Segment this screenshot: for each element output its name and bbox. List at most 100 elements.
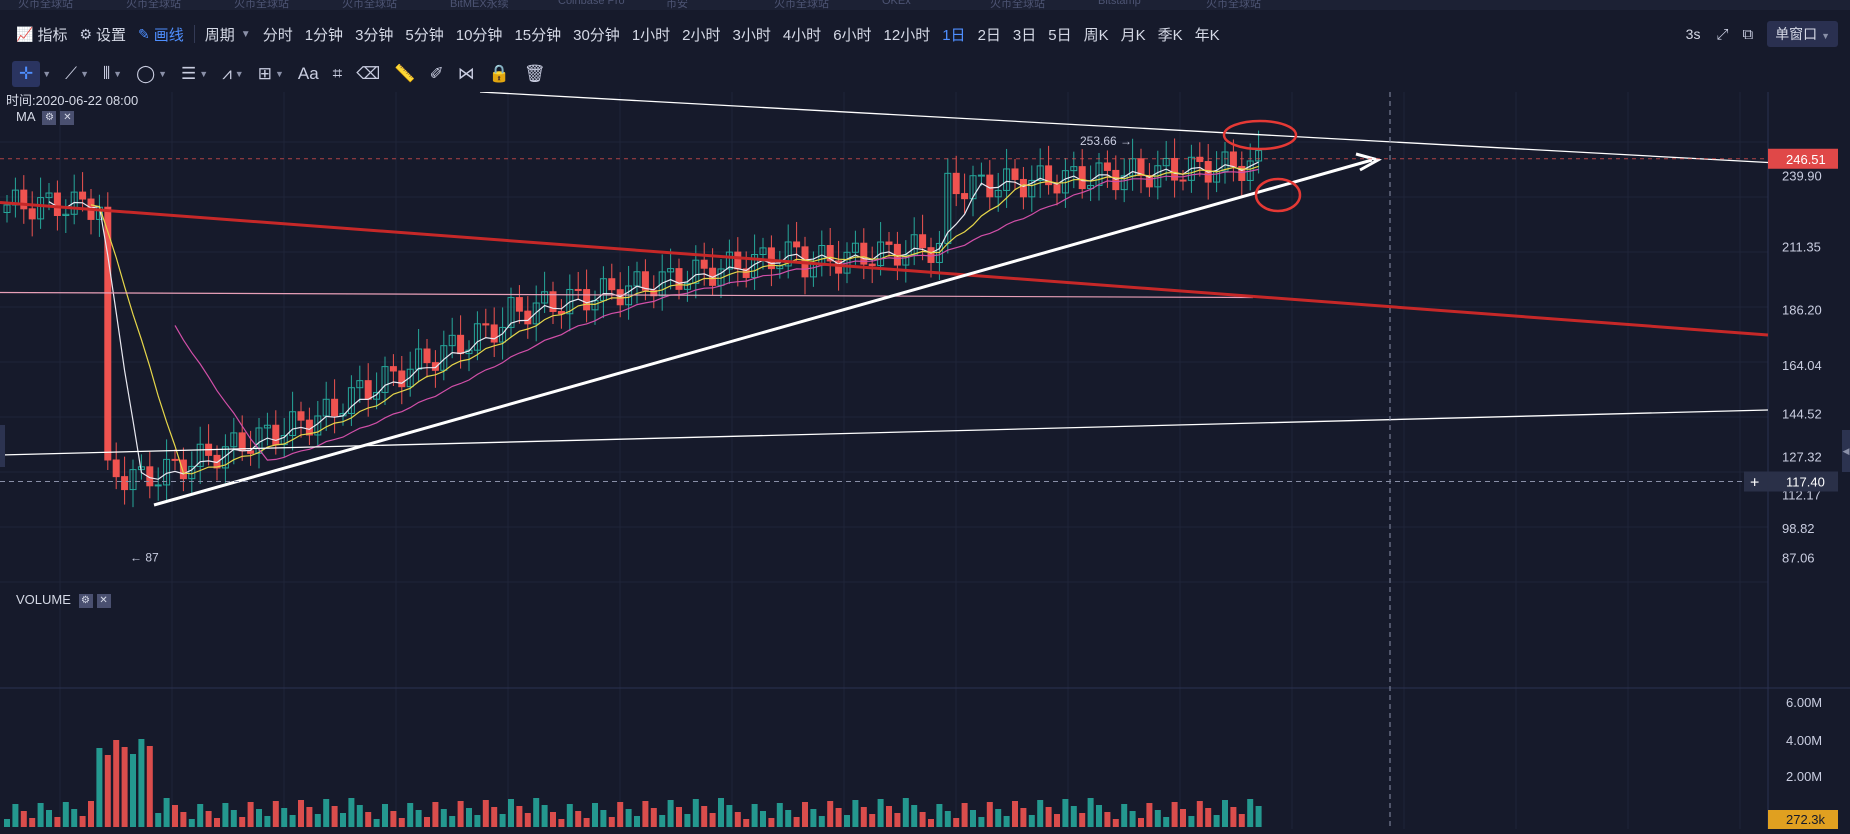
- volume-label: VOLUME: [16, 592, 71, 607]
- volume-bar: [365, 812, 372, 827]
- exchange-tab-strip: 火币全球站 火币全球站 火币全球站 火币全球站 BitMEX永续 Coinbase Pro…: [0, 0, 1850, 10]
- candle-body: [683, 282, 691, 290]
- eraser-tool-icon[interactable]: ⌫: [356, 64, 381, 83]
- exchange-tab[interactable]: BitMEX永续: [450, 0, 509, 10]
- candle-body: [667, 268, 675, 273]
- candle-body: [272, 424, 280, 446]
- text-tool-icon[interactable]: Aa: [297, 64, 319, 83]
- exchange-tab[interactable]: 火币全球站: [1206, 0, 1261, 10]
- period-option[interactable]: 2小时: [682, 26, 721, 44]
- volume-bar: [1138, 818, 1144, 827]
- exchange-tab[interactable]: 火币全球站: [342, 0, 397, 10]
- exchange-tab[interactable]: 火币全球站: [234, 0, 289, 10]
- kline-chart[interactable]: 239.90 211.35 186.20 164.04 144.52 127.32 112.…: [0, 91, 1850, 829]
- exchange-tab[interactable]: 火币全球站: [990, 0, 1045, 10]
- volume-bar: [827, 801, 834, 827]
- trash-icon[interactable]: 🗑: [523, 64, 546, 83]
- settings-button[interactable]: ⚙ 设置: [79, 24, 126, 45]
- volume-bar: [1180, 809, 1186, 827]
- period-dropdown[interactable]: 周期 ▼: [205, 24, 251, 45]
- period-option[interactable]: 1小时: [631, 26, 671, 44]
- indicators-button[interactable]: 📈 指标: [16, 24, 67, 45]
- current-volume-badge: [1768, 810, 1838, 829]
- period-option[interactable]: 10分钟: [455, 26, 503, 44]
- volume-bar: [944, 811, 951, 827]
- volume-bar: [760, 811, 766, 827]
- period-option[interactable]: 6小时: [833, 26, 872, 44]
- candle-body: [557, 311, 565, 315]
- volume-bar: [919, 812, 926, 827]
- period-option[interactable]: 分时: [262, 26, 293, 44]
- exchange-tab[interactable]: Coinbase Pro: [558, 0, 625, 7]
- brush-tool-icon[interactable]: ✐: [429, 64, 444, 83]
- lock-tool-icon[interactable]: 🔒: [488, 64, 510, 83]
- caret-down-icon[interactable]: ▼: [42, 69, 52, 79]
- chart-canvas[interactable]: 239.90211.35186.20164.04144.52127.32112.…: [0, 91, 1850, 829]
- period-option[interactable]: 1分钟: [304, 26, 344, 44]
- period-option[interactable]: 年K: [1194, 26, 1220, 44]
- volume-bar: [1222, 800, 1228, 827]
- crosshair-tool-icon[interactable]: ✛: [12, 61, 41, 87]
- period-option[interactable]: 5分钟: [405, 26, 444, 44]
- draw-button[interactable]: ✎ 画线: [138, 24, 184, 45]
- volume-bar: [1247, 799, 1254, 827]
- ruler-tool-icon[interactable]: 📏: [394, 64, 416, 83]
- exchange-tab[interactable]: 火币全球站: [774, 0, 829, 10]
- candle-body: [969, 175, 977, 200]
- refresh-interval[interactable]: 3s: [1685, 26, 1701, 42]
- parallel-lines-tool-icon[interactable]: ⫴ ▼: [103, 64, 123, 83]
- volume-bar: [121, 747, 128, 827]
- settings-icon[interactable]: ⚙: [42, 110, 57, 125]
- settings-icon[interactable]: ⚙: [78, 593, 93, 608]
- period-option[interactable]: 4小时: [782, 26, 822, 44]
- exchange-tab[interactable]: 币安: [666, 0, 688, 10]
- magnet-tool-icon[interactable]: ⌗: [332, 64, 343, 83]
- volume-bar: [306, 807, 313, 827]
- measure-tool-icon[interactable]: ⊞ ▼: [257, 64, 284, 83]
- candle-body: [994, 189, 1002, 198]
- candle-body: [448, 334, 456, 347]
- candle-body: [221, 446, 229, 469]
- period-option[interactable]: 15分钟: [514, 26, 562, 44]
- candle-body: [1179, 179, 1187, 182]
- volume-bar: [1104, 812, 1111, 827]
- exchange-tab[interactable]: OKEx: [882, 0, 911, 7]
- volume-bar: [323, 799, 330, 827]
- volume-bar: [1188, 816, 1195, 827]
- period-option[interactable]: 季K: [1157, 26, 1183, 44]
- period-option[interactable]: 月K: [1120, 26, 1146, 44]
- close-icon[interactable]: ✕: [96, 593, 111, 608]
- exchange-tab[interactable]: 火币全球站: [126, 0, 181, 10]
- period-option[interactable]: 3分钟: [355, 26, 394, 44]
- volume-bar: [499, 814, 506, 827]
- volume-bar: [1171, 802, 1178, 827]
- candle-body: [524, 310, 532, 325]
- window-mode-select[interactable]: 单窗口 ▼: [1767, 21, 1838, 47]
- exchange-tab[interactable]: 火币全球站: [18, 0, 73, 10]
- candle-body: [20, 189, 28, 210]
- volume-bar: [583, 818, 590, 827]
- candle-body: [1078, 166, 1086, 190]
- left-drag-handle[interactable]: [0, 425, 5, 467]
- period-option[interactable]: 3小时: [732, 26, 771, 44]
- popout-icon[interactable]: ⧉: [1742, 25, 1754, 43]
- period-option[interactable]: 3日: [1012, 26, 1037, 44]
- exchange-tab[interactable]: Bitstamp: [1098, 0, 1141, 7]
- volume-bar: [348, 798, 355, 827]
- right-drag-handle[interactable]: ◀: [1842, 430, 1850, 472]
- period-option[interactable]: 12小时: [883, 26, 931, 44]
- volume-bar: [684, 814, 691, 827]
- fibonacci-tool-icon[interactable]: ☰ ▼: [181, 64, 209, 83]
- close-icon[interactable]: ✕: [60, 110, 75, 125]
- period-option[interactable]: 1日: [942, 26, 966, 44]
- period-option[interactable]: 5日: [1048, 26, 1072, 44]
- pattern-tool-icon[interactable]: ⋈: [457, 64, 475, 83]
- period-option[interactable]: 周K: [1083, 26, 1109, 44]
- ellipse-tool-icon[interactable]: ◯ ▼: [136, 64, 168, 83]
- fullscreen-icon[interactable]: ⤢: [1716, 25, 1729, 43]
- period-option[interactable]: 2日: [977, 26, 1001, 44]
- wave-pattern-tool-icon[interactable]: ⩘ ▼: [222, 64, 244, 83]
- period-option[interactable]: 30分钟: [573, 26, 620, 44]
- trendline-tool-icon[interactable]: ⟋ ▼: [65, 64, 89, 83]
- candle-body: [482, 323, 490, 326]
